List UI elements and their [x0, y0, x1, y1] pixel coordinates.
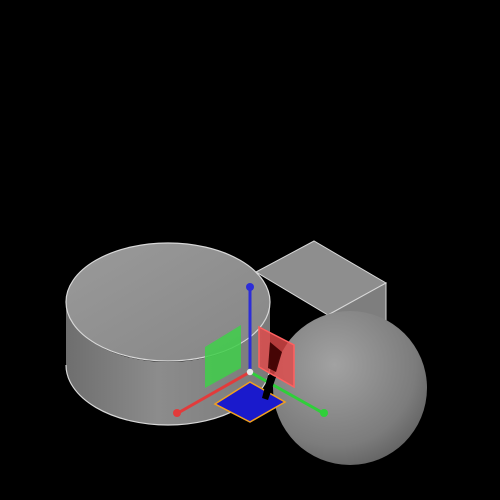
- cylinder-top-face: [65, 242, 271, 362]
- gizmo-axis-z-tip[interactable]: [246, 283, 254, 291]
- gizmo-axis-y-tip[interactable]: [320, 409, 328, 417]
- gizmo-shadow-pointer: [262, 375, 276, 400]
- gizmo-axis-x[interactable]: [177, 370, 251, 415]
- gizmo-axis-x-tip[interactable]: [173, 409, 181, 417]
- sphere-object[interactable]: [273, 311, 427, 465]
- cylinder-side: [66, 302, 270, 425]
- cylinder-object[interactable]: [65, 242, 271, 426]
- gizmo-plane-yz-handle[interactable]: [205, 325, 241, 388]
- gizmo-axis-y[interactable]: [249, 370, 324, 415]
- gizmo-center-pivot[interactable]: [246, 368, 254, 376]
- gizmo-xz-inner: [268, 342, 282, 372]
- translate-gizmo[interactable]: [173, 283, 328, 423]
